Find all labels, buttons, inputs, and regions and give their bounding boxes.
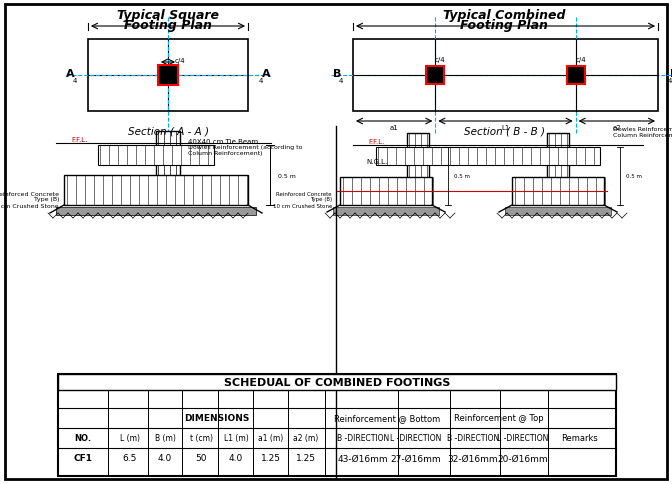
Text: 1.25: 1.25 <box>261 454 281 463</box>
Bar <box>566 67 585 85</box>
Text: F.F.L.: F.F.L. <box>368 139 384 145</box>
Text: Column Reinforcement): Column Reinforcement) <box>613 132 672 137</box>
Text: Section ( B - B ): Section ( B - B ) <box>464 126 544 136</box>
Bar <box>353 40 658 112</box>
Text: Reinforcement @ Bottom: Reinforcement @ Bottom <box>335 414 441 423</box>
Text: N.G.L.: N.G.L. <box>366 159 387 165</box>
Text: 4.0: 4.0 <box>158 454 172 463</box>
Text: Footing Plan: Footing Plan <box>124 18 212 31</box>
Text: Reinforced Concrete: Reinforced Concrete <box>276 191 332 196</box>
Text: Dowles Reinforcement (according to: Dowles Reinforcement (according to <box>188 145 302 150</box>
Text: 32-Ø16mm: 32-Ø16mm <box>448 454 499 463</box>
Bar <box>505 208 611 215</box>
Text: L (m): L (m) <box>120 434 140 442</box>
Text: F.F.L.: F.F.L. <box>71 136 87 143</box>
Text: Reinforcement @ Top: Reinforcement @ Top <box>454 414 544 423</box>
Text: 10 cm Crushed Stone: 10 cm Crushed Stone <box>273 203 332 208</box>
Bar <box>340 178 432 206</box>
Text: a2: a2 <box>612 125 621 131</box>
Text: 20-Ø16mm: 20-Ø16mm <box>498 454 548 463</box>
Text: 6.5: 6.5 <box>123 454 137 463</box>
Text: L1: L1 <box>501 125 509 131</box>
Text: 40X40 cm Tie Beam: 40X40 cm Tie Beam <box>188 139 258 145</box>
Bar <box>56 208 256 215</box>
Text: B: B <box>333 69 341 79</box>
Text: a1: a1 <box>390 125 398 131</box>
Bar <box>58 374 616 390</box>
Bar <box>376 148 600 166</box>
Text: A: A <box>66 69 75 79</box>
Text: B (m): B (m) <box>155 434 175 442</box>
Text: CF1: CF1 <box>73 454 93 463</box>
Text: A: A <box>261 69 270 79</box>
Text: 4: 4 <box>339 78 343 84</box>
Bar <box>58 374 616 476</box>
Text: B -DIRECTION: B -DIRECTION <box>337 434 389 442</box>
Text: Type (B): Type (B) <box>310 197 332 202</box>
Text: c/4: c/4 <box>575 57 586 63</box>
Bar <box>88 40 248 112</box>
Bar <box>64 176 248 206</box>
Text: 1.25: 1.25 <box>296 454 316 463</box>
Text: 0.5 m: 0.5 m <box>626 174 642 179</box>
Text: 0.5 m: 0.5 m <box>454 174 470 179</box>
Text: L -DIRECTION: L -DIRECTION <box>390 434 442 442</box>
Bar <box>547 134 569 198</box>
Text: Section ( A - A ): Section ( A - A ) <box>128 126 208 136</box>
Text: 4: 4 <box>259 78 263 84</box>
Text: Remarks: Remarks <box>562 434 598 442</box>
Text: Reinforced Concrete: Reinforced Concrete <box>0 191 59 196</box>
Bar <box>156 132 180 197</box>
Bar <box>426 67 444 85</box>
Bar <box>407 134 429 198</box>
Text: a2 (m): a2 (m) <box>294 434 319 442</box>
Text: B -DIRECTION: B -DIRECTION <box>447 434 499 442</box>
Text: 4: 4 <box>668 78 672 84</box>
Text: 50: 50 <box>196 454 207 463</box>
Text: DIMENSIONS: DIMENSIONS <box>184 414 249 423</box>
Text: B: B <box>670 69 672 79</box>
Text: Typical Combined: Typical Combined <box>443 9 565 21</box>
Text: Typical Square: Typical Square <box>117 9 219 21</box>
Text: Type (B): Type (B) <box>34 197 59 202</box>
Text: 10 cm Crushed Stone: 10 cm Crushed Stone <box>0 203 59 208</box>
Text: 27-Ø16mm: 27-Ø16mm <box>390 454 442 463</box>
Text: Footing Plan: Footing Plan <box>460 18 548 31</box>
Text: 4: 4 <box>73 78 77 84</box>
Bar <box>333 208 439 215</box>
Text: 0.5 m: 0.5 m <box>278 173 296 178</box>
Text: c/4: c/4 <box>175 58 185 64</box>
Text: 4.0: 4.0 <box>229 454 243 463</box>
Bar <box>158 66 178 86</box>
Text: c/4: c/4 <box>435 57 446 63</box>
Text: 43-Ø16mm: 43-Ø16mm <box>338 454 388 463</box>
Text: L -DIRECTION: L -DIRECTION <box>497 434 548 442</box>
Text: L1 (m): L1 (m) <box>224 434 249 442</box>
Bar <box>98 146 214 166</box>
Text: Column Reinforcement): Column Reinforcement) <box>188 151 263 156</box>
Text: NO.: NO. <box>75 434 91 442</box>
Text: Dowles Reinforcement (according to: Dowles Reinforcement (according to <box>613 126 672 131</box>
Bar <box>512 178 604 206</box>
Text: SCHEDUAL OF COMBINED FOOTINGS: SCHEDUAL OF COMBINED FOOTINGS <box>224 377 450 387</box>
Text: a1 (m): a1 (m) <box>258 434 284 442</box>
Text: t (cm): t (cm) <box>190 434 212 442</box>
